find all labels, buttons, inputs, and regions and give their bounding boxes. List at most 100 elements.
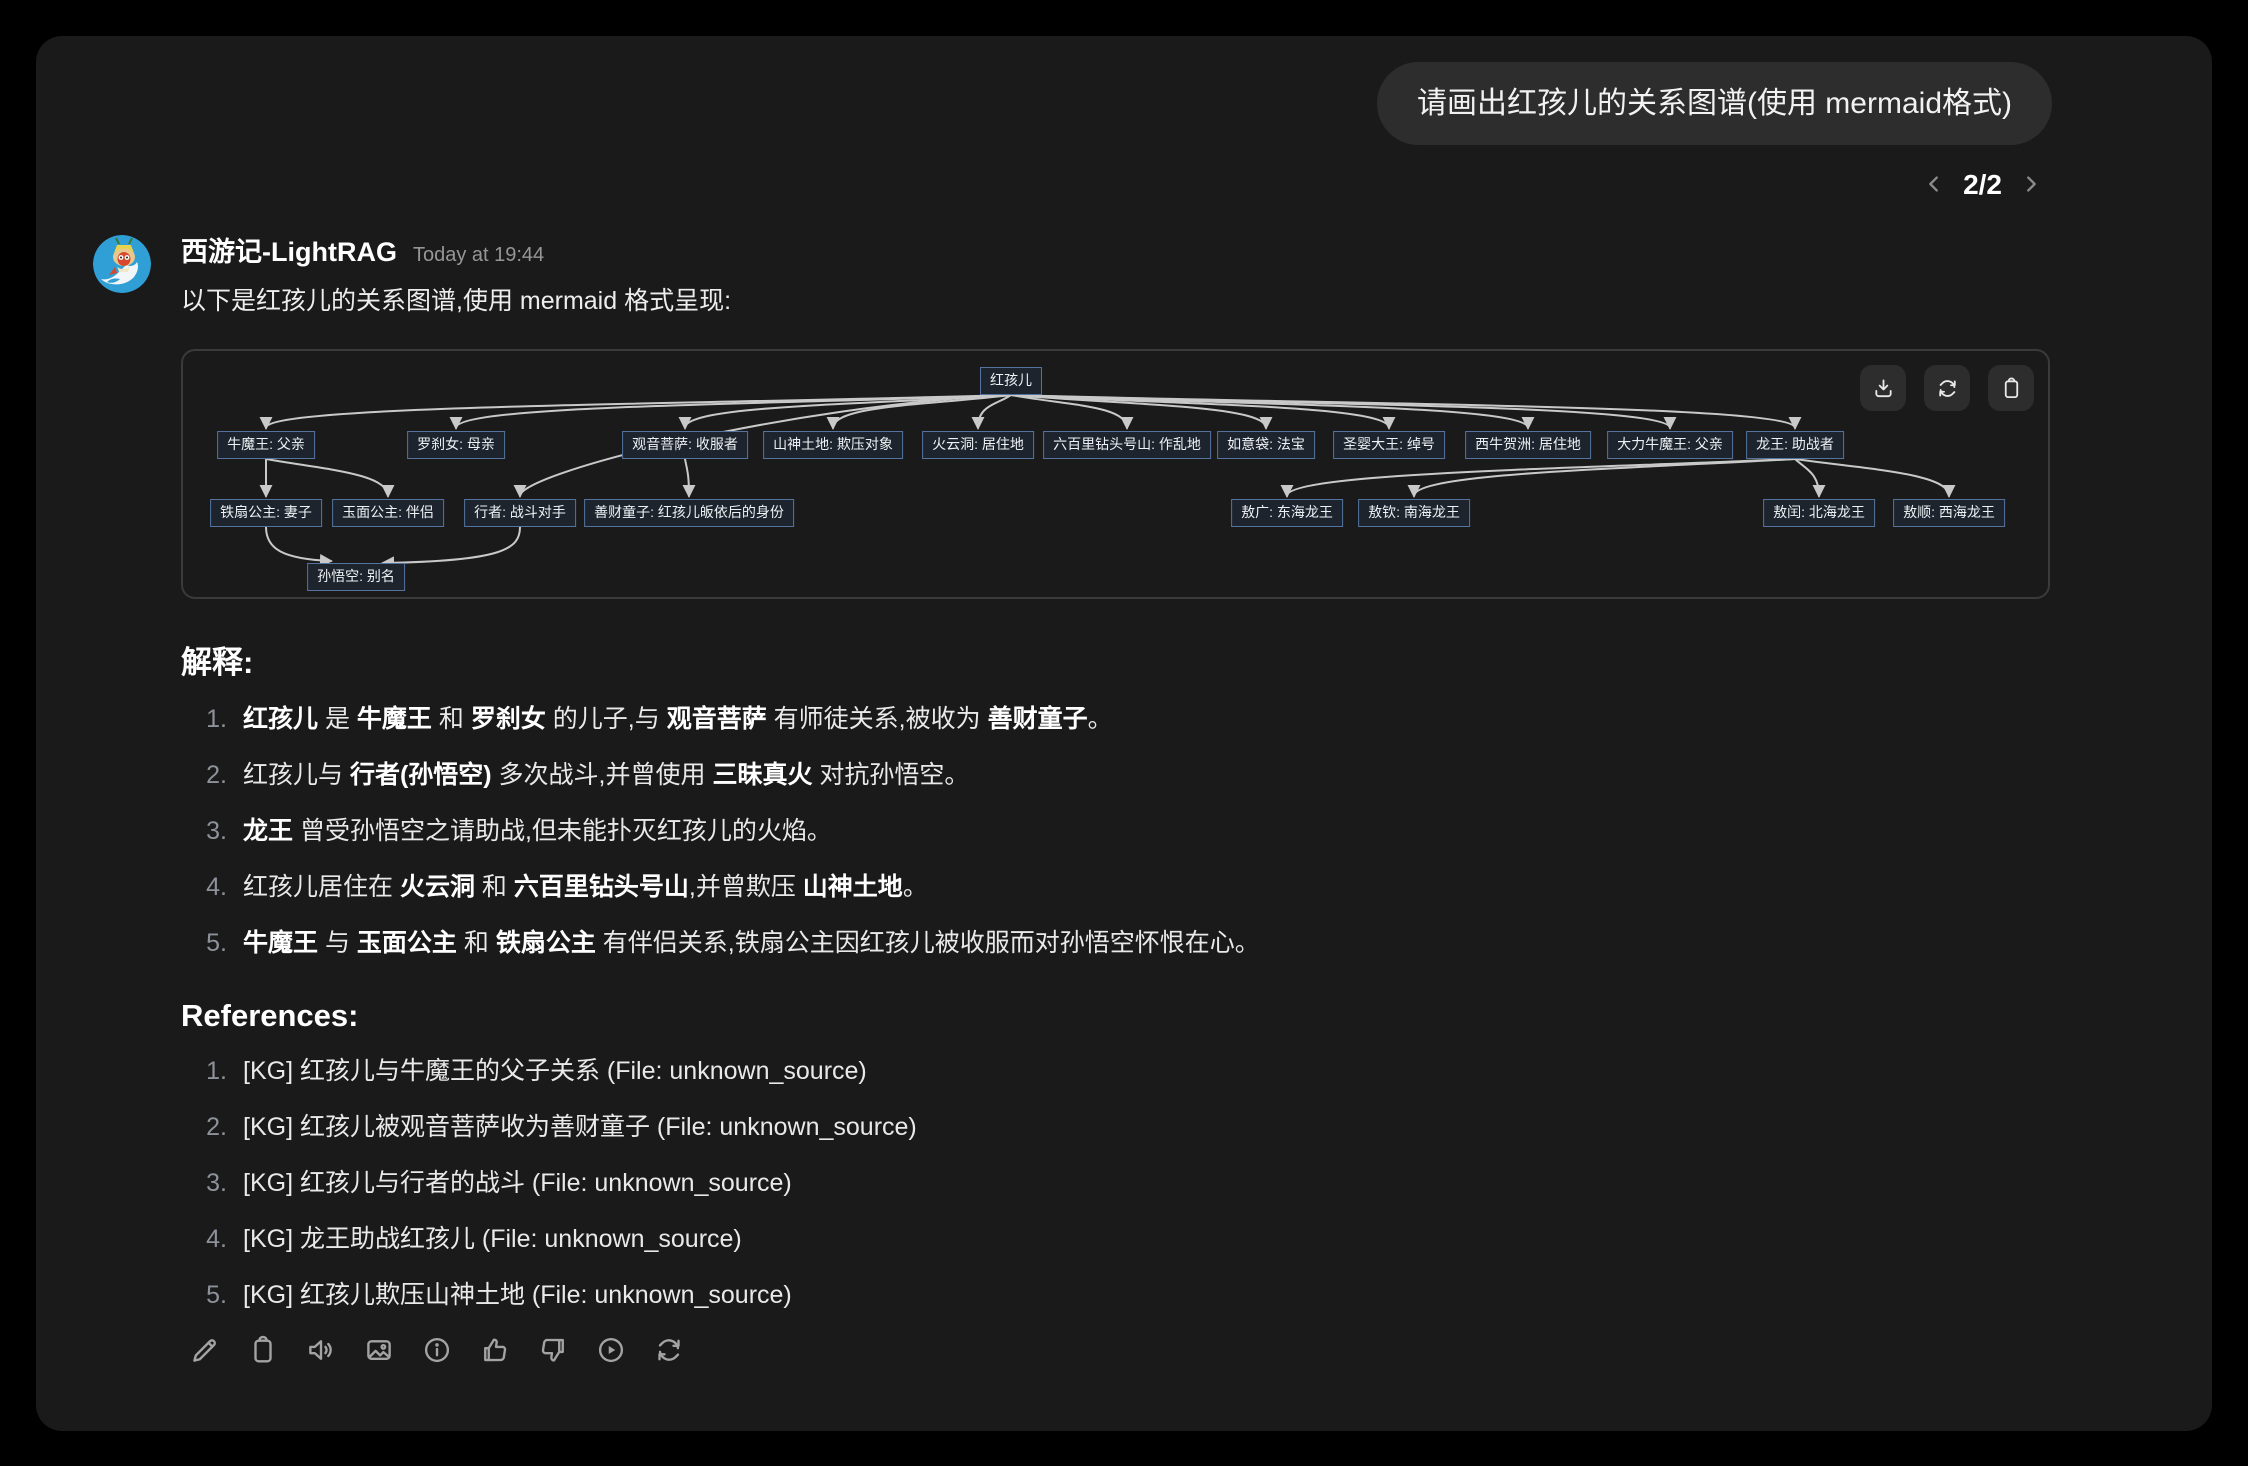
diagram-node-guanyin: 观音菩萨: 收服者 [622,431,748,459]
user-message-row: 请画出红孩儿的关系图谱(使用 mermaid格式) [36,36,2212,145]
list-number: 2. [206,761,227,789]
diagram-node-hong: 红孩儿 [980,367,1042,395]
diagram-node-dali: 大力牛魔王: 父亲 [1607,431,1733,459]
explanation-list: 1. 红孩儿 是 牛魔王 和 罗刹女 的儿子,与 观音菩萨 有师徒关系,被收为 善… [181,702,2081,960]
diagram-node-liubaili: 六百里钻头号山: 作乱地 [1043,431,1211,459]
info-icon [422,1335,452,1365]
diagram-edge-niumo-yumian [265,458,395,498]
refresh-icon [1936,377,1959,400]
diagram-edge-hong-huoyun [971,394,1012,430]
diagram-node-shengying: 圣婴大王: 绰号 [1333,431,1445,459]
user-message-text: 请画出红孩儿的关系图谱(使用 mermaid格式) [1416,87,2012,120]
diagram-node-aoqin: 敖钦: 南海龙王 [1358,499,1470,527]
diagram-node-tieshan: 铁扇公主: 妻子 [210,499,322,527]
diagram-edge-hong-liubaili [1010,394,1134,430]
diagram-edge-hong-shanshen [826,394,1012,430]
explanation-item-text: 红孩儿 是 牛魔王 和 罗刹女 的儿子,与 观音菩萨 有师徒关系,被收为 善财童… [243,705,1113,733]
explanation-heading: 解释: [181,645,254,680]
message-body: 西游记-LightRAG Today at 19:44 以下是红孩儿的关系图谱,… [181,235,2081,1366]
reference-item-text: [KG] 红孩儿欺压山神土地 (File: unknown_source) [243,1281,792,1309]
diagram-edge-xingzhe-sunwukong [381,526,521,570]
list-number: 3. [206,817,227,845]
thumbs-up-button[interactable] [479,1334,511,1366]
reference-item: 1. [KG] 红孩儿与牛魔王的父子关系 (File: unknown_sourc… [181,1054,2081,1088]
diagram-edges [259,394,1956,570]
next-page-button[interactable] [2020,173,2042,198]
download-button[interactable] [1860,365,1906,411]
thumbs-up-icon [480,1335,510,1365]
reference-item-text: [KG] 红孩儿被观音菩萨收为善财童子 (File: unknown_sourc… [243,1113,917,1141]
clipboard-button[interactable] [1988,365,2034,411]
explanation-item: 4. 红孩儿居住在 火云洞 和 六百里钻头号山,并曾欺压 山神土地。 [181,870,2081,904]
refresh-icon [654,1335,684,1365]
diagram-edge-hong-ruyidai [1010,394,1273,430]
reference-item-text: [KG] 龙王助战红孩儿 (File: unknown_source) [243,1225,742,1253]
user-message-bubble: 请画出红孩儿的关系图谱(使用 mermaid格式) [1376,62,2052,145]
diagram-node-xingzhe: 行者: 战斗对手 [464,499,576,527]
diagram-node-shancai: 善财童子: 红孩儿皈依后的身份 [584,499,794,527]
reference-item: 3. [KG] 红孩儿与行者的战斗 (File: unknown_source) [181,1166,2081,1200]
diagram-node-longwang: 龙王: 助战者 [1746,431,1844,459]
diagram-edge-tieshan-sunwukong [265,526,333,568]
clipboard-icon [2000,377,2023,400]
message-header: 西游记-LightRAG Today at 19:44 [181,235,2081,272]
diagram-node-luocha: 罗刹女: 母亲 [407,431,505,459]
edit-button[interactable] [189,1334,221,1366]
speaker-icon [306,1335,336,1365]
reference-item: 5. [KG] 红孩儿欺压山神土地 (File: unknown_source) [181,1278,2081,1312]
diagram-toolbar [1860,365,2034,411]
clipboard-icon [248,1335,278,1365]
message-pagination: 2/2 [36,145,2212,201]
reference-item: 4. [KG] 龙王助战红孩儿 (File: unknown_source) [181,1222,2081,1256]
monkey-king-avatar-art [93,235,151,293]
explanation-item: 3. 龙王 曾受孙悟空之请助战,但未能扑灭红孩儿的火焰。 [181,814,2081,848]
diagram-edge-guanyin-shancai [682,458,696,498]
thumbs-down-button[interactable] [537,1334,569,1366]
explanation-item-text: 龙王 曾受孙悟空之请助战,但未能扑灭红孩儿的火焰。 [243,817,832,845]
diagram-node-xiniu: 西牛贺洲: 居住地 [1465,431,1591,459]
diagram-node-aorun: 敖闰: 北海龙王 [1763,499,1875,527]
pencil-icon [190,1335,220,1365]
explanation-item-text: 牛魔王 与 玉面公主 和 铁扇公主 有伴侣关系,铁扇公主因红孩儿被收服而对孙悟空… [243,929,1260,957]
image-button[interactable] [363,1334,395,1366]
message-actions [181,1334,2081,1366]
list-number: 3. [206,1169,227,1197]
diagram-edge-longwang-aoqin [1407,458,1796,498]
explanation-item: 5. 牛魔王 与 玉面公主 和 铁扇公主 有伴侣关系,铁扇公主因红孩儿被收服而对孙… [181,926,2081,960]
list-number: 4. [206,873,227,901]
diagram-node-shanshen: 山神土地: 欺压对象 [763,431,903,459]
avatar[interactable] [93,235,151,293]
bot-name[interactable]: 西游记-LightRAG [181,237,397,267]
info-button[interactable] [421,1334,453,1366]
page-indicator: 2/2 [1963,169,2002,200]
diagram-node-aoguang: 敖广: 东海龙王 [1231,499,1343,527]
play-icon [596,1335,626,1365]
mermaid-diagram: 红孩儿牛魔王: 父亲 罗刹女: 母亲 观音菩萨: 收服者 山神土地: 欺压对象 火云洞:… [181,349,2050,599]
diagram-node-sunwukong: 孙悟空: 别名 [307,563,405,591]
copy-button[interactable] [247,1334,279,1366]
refresh-button[interactable] [1924,365,1970,411]
reference-item-text: [KG] 红孩儿与牛魔王的父子关系 (File: unknown_source) [243,1057,867,1085]
list-number: 1. [206,705,227,733]
explanation-item: 2. 红孩儿与 行者(孙悟空) 多次战斗,并曾使用 三昧真火 对抗孙悟空。 [181,758,2081,792]
list-number: 2. [206,1113,227,1141]
diagram-node-aoshun: 敖顺: 西海龙王 [1893,499,2005,527]
diagram-edge-hong-niumo [259,394,1012,430]
diagram-node-niumo: 牛魔王: 父亲 [217,431,315,459]
prev-page-button[interactable] [1923,173,1945,198]
diagram-node-yumian: 玉面公主: 伴侣 [332,499,444,527]
diagram-node-huoyun: 火云洞: 居住地 [922,431,1034,459]
speak-button[interactable] [305,1334,337,1366]
explanation-item: 1. 红孩儿 是 牛魔王 和 罗刹女 的儿子,与 观音菩萨 有师徒关系,被收为 善… [181,702,2081,736]
diagram-edge-hong-longwang [1010,394,1802,430]
bot-message: 西游记-LightRAG Today at 19:44 以下是红孩儿的关系图谱,… [36,235,2212,1366]
chevron-right-icon [2020,173,2042,198]
explanation-item-text: 红孩儿与 行者(孙悟空) 多次战斗,并曾使用 三昧真火 对抗孙悟空。 [243,761,970,789]
chat-window: 请画出红孩儿的关系图谱(使用 mermaid格式) 2/2 [36,36,2212,1431]
play-button[interactable] [595,1334,627,1366]
thumbs-down-icon [538,1335,568,1365]
references-heading: References: [181,998,359,1033]
diagram-edge-longwang-aoshun [1794,458,1956,498]
regenerate-button[interactable] [653,1334,685,1366]
list-number: 1. [206,1057,227,1085]
